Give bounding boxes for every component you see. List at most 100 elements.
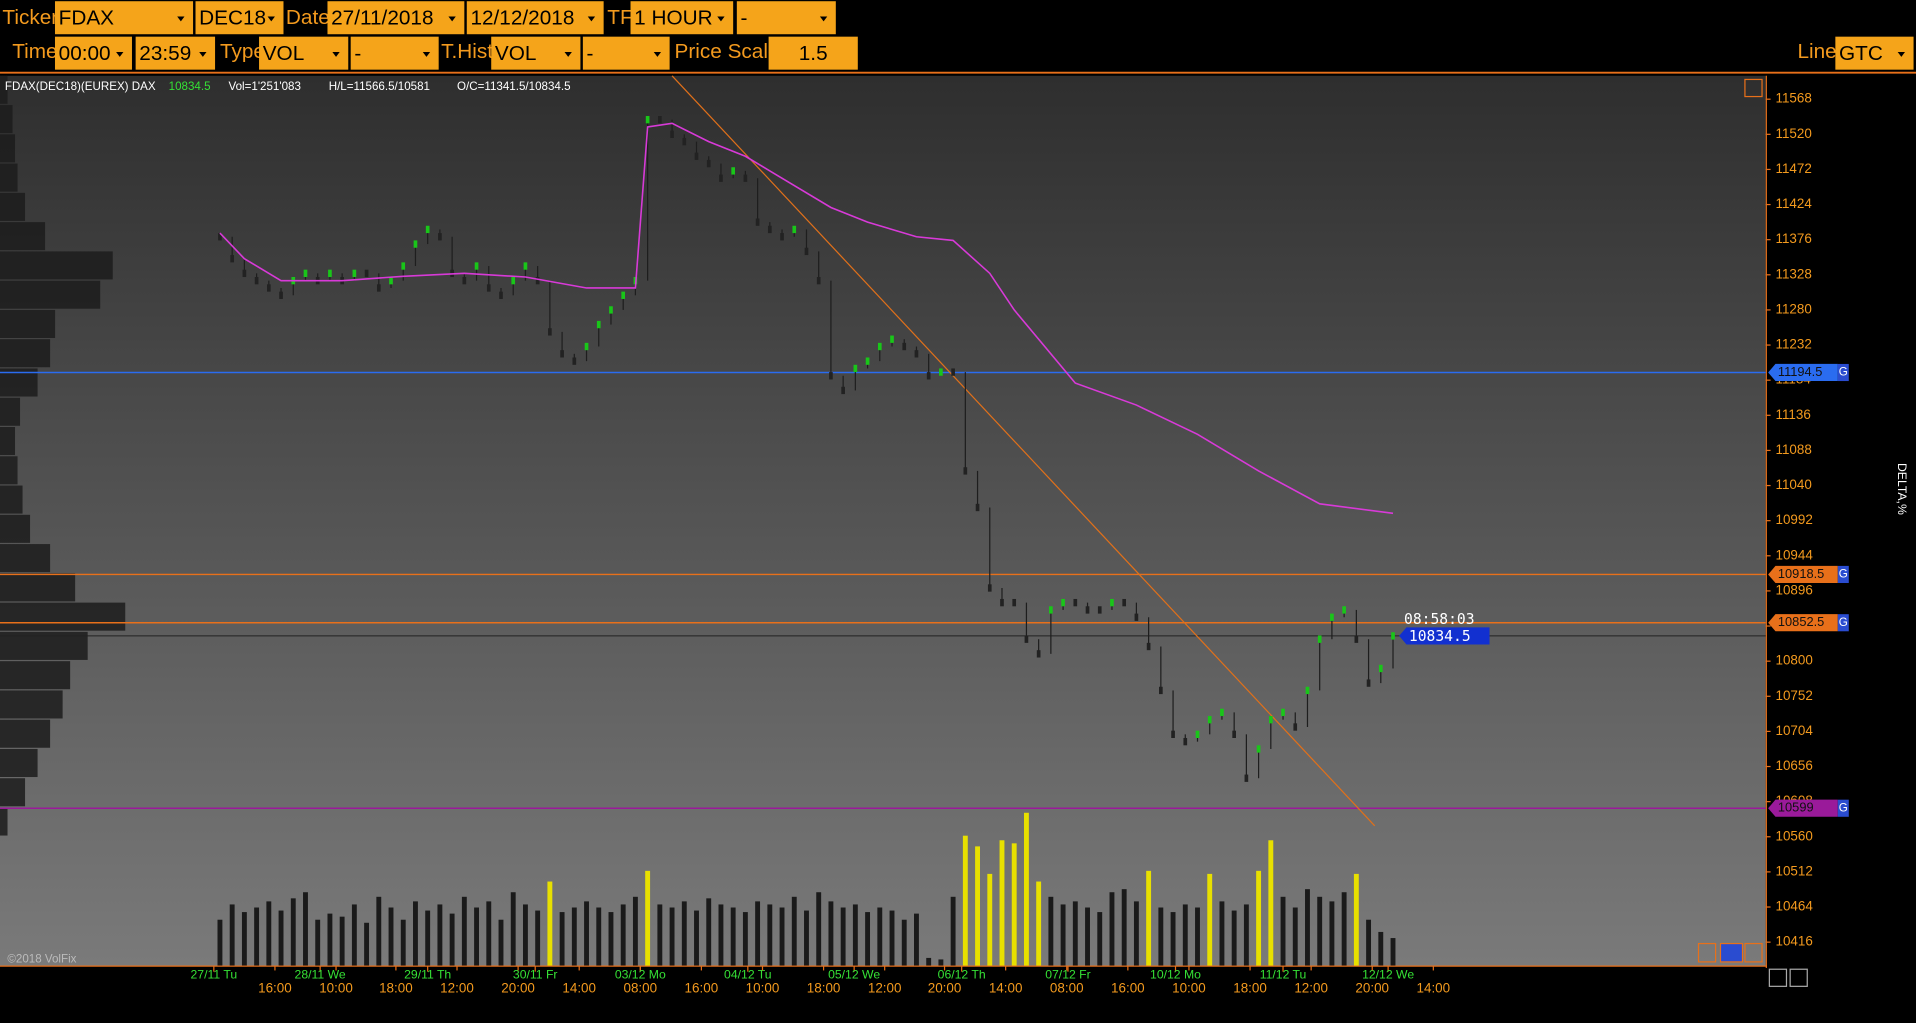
layout-button[interactable]	[1697, 942, 1717, 963]
bar-timer: 08:58:03	[1404, 611, 1475, 628]
time-label: 16:00	[1111, 980, 1145, 995]
profile-bar	[0, 397, 21, 426]
scroll-right-button[interactable]	[1789, 968, 1808, 987]
volume-bar	[584, 901, 589, 966]
dropdown-arrow[interactable]	[267, 16, 275, 22]
volume-bar	[804, 910, 809, 966]
y-tick-label: 10560	[1775, 828, 1812, 843]
toolbar-field[interactable]	[768, 36, 858, 70]
volume-bar	[498, 919, 504, 966]
time-label: 18:00	[379, 980, 413, 995]
level-tag	[1768, 799, 1838, 817]
volume-bar	[596, 907, 602, 966]
volume-bar	[413, 901, 418, 966]
candle	[658, 116, 662, 124]
candle	[303, 269, 308, 278]
profile-button[interactable]	[1719, 942, 1744, 963]
toolbar-field[interactable]	[736, 1, 836, 35]
toolbar-label: TF	[607, 6, 632, 29]
toolbar-field-value: -	[740, 6, 747, 29]
volume-bar	[1060, 904, 1066, 966]
volume-bar	[547, 881, 553, 966]
toolbar-field-value: FDAX	[59, 6, 115, 29]
open-close-info: O/C=11341.5/10834.5	[457, 80, 571, 93]
time-label: 16:00	[258, 980, 292, 995]
dropdown-arrow[interactable]	[332, 51, 340, 57]
profile-bar	[0, 280, 101, 309]
level-tag-letter: G	[1839, 366, 1848, 379]
volume-bar	[364, 922, 370, 966]
volume-bar	[1195, 907, 1200, 966]
dropdown-arrow[interactable]	[653, 51, 662, 57]
last-price-tag	[1399, 627, 1490, 645]
time-label: 10:00	[319, 980, 353, 995]
volume-bar	[535, 910, 541, 966]
volume-bar	[376, 896, 382, 966]
candle	[767, 225, 772, 234]
candle	[1342, 606, 1346, 614]
volume-bar	[901, 919, 907, 966]
scroll-left-button[interactable]	[1768, 968, 1788, 987]
high-low-info: H/L=11566.5/10581	[329, 80, 430, 93]
y-tick-label: 10704	[1775, 723, 1813, 738]
expand-button[interactable]	[1744, 942, 1763, 963]
candle	[951, 368, 955, 376]
y-tick-label: 10800	[1775, 653, 1812, 668]
candle	[1195, 730, 1200, 738]
candle	[572, 357, 577, 365]
candle	[548, 328, 552, 336]
toolbar-field[interactable]	[630, 1, 734, 35]
candle	[1049, 606, 1053, 614]
candle	[682, 137, 687, 146]
volume-bar	[474, 907, 479, 966]
candle	[584, 342, 589, 351]
candle	[743, 174, 748, 182]
profile-bar	[0, 75, 8, 104]
dropdown-arrow[interactable]	[819, 16, 828, 22]
time-label: 08:00	[623, 980, 657, 995]
date-label: 07/12 Fr	[1045, 968, 1091, 982]
level-tag	[1768, 565, 1838, 584]
volume-bar	[1023, 812, 1029, 966]
volume-bar	[449, 913, 455, 966]
time-label: 20:00	[501, 980, 535, 995]
dropdown-arrow[interactable]	[177, 16, 185, 22]
dropdown-arrow[interactable]	[564, 51, 572, 57]
profile-bar	[0, 192, 26, 221]
volume-bar	[351, 904, 357, 966]
toolbar-field[interactable]	[327, 1, 465, 35]
candle	[1159, 686, 1163, 695]
volume-bar	[1329, 901, 1335, 966]
level-value: 10599	[1778, 800, 1814, 815]
candle	[376, 284, 381, 292]
candle	[438, 233, 442, 241]
volume-bar	[926, 957, 932, 966]
dropdown-arrow[interactable]	[587, 16, 596, 22]
dropdown-arrow[interactable]	[116, 51, 124, 57]
dropdown-arrow[interactable]	[448, 16, 456, 22]
volume-bar	[1256, 870, 1262, 966]
copyright: ©2018 VolFix	[7, 953, 76, 966]
volume-bar	[730, 907, 736, 966]
toolbar-field-value: 00:00	[59, 42, 111, 65]
toolbar-field[interactable]	[54, 1, 194, 35]
volume-bar	[266, 901, 272, 966]
draw-tool-button[interactable]	[1744, 78, 1763, 98]
volume-bar	[620, 904, 626, 966]
profile-bar	[0, 719, 51, 748]
level-tag-box	[1837, 614, 1849, 632]
dropdown-arrow[interactable]	[422, 51, 431, 57]
dropdown-arrow[interactable]	[717, 16, 725, 22]
candle	[816, 276, 821, 285]
dropdown-arrow[interactable]	[199, 51, 207, 57]
dropdown-arrow[interactable]	[1897, 51, 1906, 57]
toolbar-field[interactable]	[466, 1, 604, 35]
level-tag-letter: G	[1839, 801, 1848, 814]
volume-bar	[425, 910, 431, 966]
candle	[1000, 598, 1004, 607]
volume-bar	[1231, 910, 1237, 966]
candle	[242, 269, 247, 278]
volume-bar	[742, 912, 748, 966]
toolbar-label: T.Hist	[441, 40, 493, 63]
